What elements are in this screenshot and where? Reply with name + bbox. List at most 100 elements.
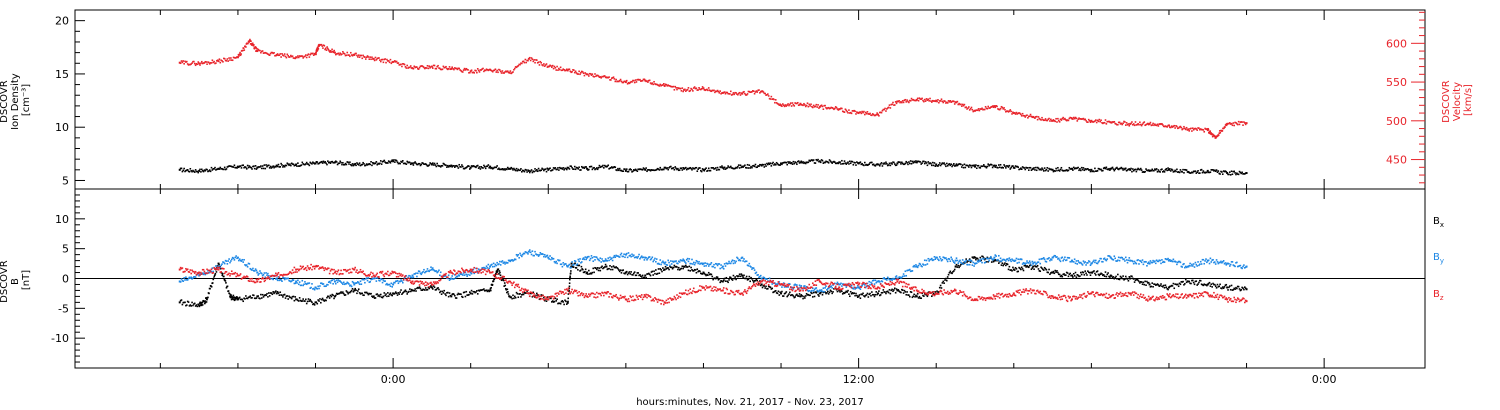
data-trace — [1000, 264, 1003, 266]
data-trace — [179, 299, 182, 302]
data-trace — [479, 289, 482, 291]
data-trace — [1173, 124, 1176, 127]
data-trace — [1035, 262, 1038, 265]
data-point — [1070, 274, 1073, 277]
data-trace — [330, 161, 333, 163]
data-trace — [1170, 125, 1173, 127]
data-trace — [708, 89, 711, 91]
data-point — [411, 289, 414, 292]
data-trace — [834, 162, 837, 165]
data-trace — [721, 266, 723, 269]
data-trace — [616, 255, 618, 257]
data-trace — [976, 257, 979, 260]
data-trace — [486, 165, 489, 167]
data-trace — [1200, 283, 1203, 286]
data-trace — [1225, 124, 1228, 127]
data-trace — [476, 71, 478, 74]
data-trace — [326, 163, 328, 166]
data-trace — [904, 291, 907, 293]
data-trace — [722, 267, 725, 270]
data-trace — [543, 253, 546, 256]
data-trace — [258, 166, 260, 168]
data-trace — [410, 276, 413, 279]
data-trace — [938, 100, 941, 102]
data-trace — [260, 167, 263, 170]
data-trace — [1005, 110, 1007, 113]
data-trace — [701, 273, 704, 275]
data-trace — [1056, 169, 1058, 172]
data-trace — [231, 256, 234, 259]
data-trace — [416, 163, 419, 166]
data-trace — [245, 168, 248, 170]
data-trace — [914, 161, 916, 164]
data-trace — [398, 293, 401, 295]
data-trace — [1048, 167, 1050, 170]
data-trace — [481, 166, 483, 169]
data-trace — [1015, 257, 1018, 260]
data-trace — [289, 163, 291, 165]
data-trace — [232, 298, 235, 300]
data-trace — [1005, 165, 1008, 167]
data-trace — [409, 290, 412, 293]
data-trace — [1191, 279, 1194, 282]
data-trace — [1236, 172, 1238, 175]
data-trace — [699, 270, 701, 273]
data-trace — [1085, 264, 1087, 266]
data-trace — [1225, 283, 1228, 286]
data-trace — [1053, 119, 1056, 122]
data-trace — [440, 68, 443, 71]
data-trace — [395, 292, 398, 295]
data-trace — [424, 163, 426, 165]
data-trace — [1147, 122, 1149, 125]
data-trace — [192, 304, 194, 307]
data-trace — [934, 165, 937, 167]
data-trace — [1101, 169, 1103, 172]
data-trace — [841, 283, 844, 285]
data-trace — [550, 169, 552, 172]
data-trace — [209, 170, 212, 173]
data-trace — [1024, 263, 1027, 265]
data-trace — [338, 54, 341, 56]
data-trace — [532, 60, 535, 63]
data-trace — [1065, 271, 1068, 274]
data-trace — [729, 166, 731, 169]
data-trace — [1002, 108, 1005, 110]
data-trace — [383, 280, 386, 283]
data-trace — [981, 165, 983, 168]
data-trace — [600, 165, 602, 168]
data-trace — [915, 160, 917, 162]
data-trace — [396, 294, 399, 296]
data-trace — [662, 168, 664, 171]
data-trace — [1096, 169, 1099, 172]
data-trace — [995, 105, 997, 107]
data-trace — [1042, 119, 1045, 122]
data-trace — [271, 51, 274, 54]
data-trace — [939, 284, 942, 287]
data-trace — [209, 269, 212, 272]
data-trace — [1210, 132, 1213, 135]
data-trace — [757, 89, 759, 92]
data-trace — [630, 271, 632, 273]
data-trace — [233, 259, 236, 261]
data-trace — [418, 286, 421, 288]
data-trace — [628, 271, 631, 273]
data-trace — [613, 254, 616, 257]
data-trace — [568, 168, 571, 170]
data-trace — [895, 164, 898, 166]
data-trace — [988, 257, 990, 260]
data-trace — [893, 289, 895, 291]
data-trace — [617, 267, 619, 270]
data-trace — [1135, 170, 1138, 173]
data-trace — [397, 162, 400, 165]
data-trace — [1023, 262, 1026, 265]
data-trace — [531, 250, 534, 252]
data-trace — [580, 265, 583, 268]
data-trace — [1050, 271, 1053, 274]
data-trace — [691, 269, 693, 271]
data-trace — [1024, 264, 1027, 267]
data-trace — [242, 47, 245, 49]
data-trace — [863, 284, 866, 286]
data-trace — [869, 292, 871, 295]
data-trace — [218, 58, 221, 60]
data-trace — [511, 167, 513, 170]
